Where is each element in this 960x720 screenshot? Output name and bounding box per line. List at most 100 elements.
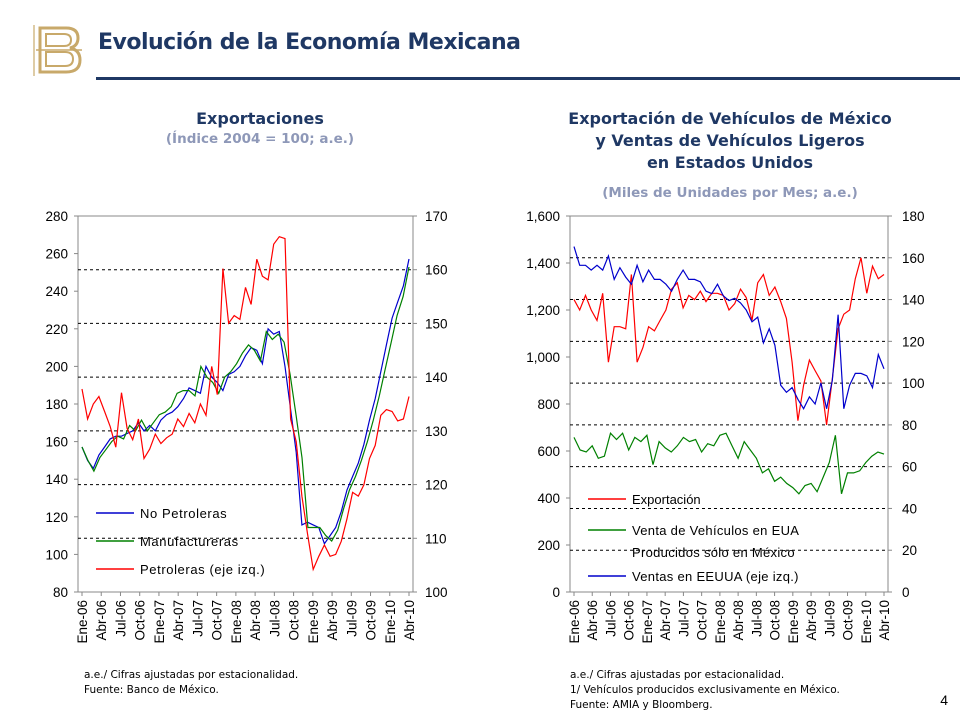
right-y-left-tick-label: 1,000	[526, 350, 560, 365]
right-x-tick-label: Jul-06	[603, 600, 618, 637]
right-y-right-tick-label: 160	[902, 251, 925, 266]
right-x-tick-label: Ene-08	[713, 600, 728, 644]
left-y-left-tick-label: 140	[45, 472, 68, 487]
right-x-tick-label: Jul-07	[676, 600, 691, 637]
right-series-line-venta-de-vehiculos-en-eua-producidos-solo-en-mexico	[573, 432, 885, 495]
left-x-tick-label: Jul-09	[344, 600, 359, 637]
left-y-left-tick-label: 80	[53, 585, 68, 600]
left-y-left-tick-label: 160	[45, 435, 68, 450]
left-chart-subtitle: (Índice 2004 = 100; a.e.)	[165, 131, 355, 147]
left-x-tick-label: Ene-10	[383, 600, 398, 644]
right-legend-label: Ventas en EEUUA (eje izq.)	[632, 569, 799, 584]
right-x-tick-label: Oct-08	[768, 600, 783, 641]
left-x-tick-label: Jul-08	[267, 600, 282, 637]
right-y-left-tick-label: 200	[537, 538, 560, 553]
right-y-left-tick-label: 800	[537, 397, 560, 412]
left-x-tick-label: Abr-08	[248, 600, 263, 641]
right-chart-subtitle: (Miles de Unidades por Mes; a.e.)	[602, 185, 858, 201]
left-y-right-tick-label: 130	[425, 424, 448, 439]
right-chart-title-line-3: en Estados Unidos	[646, 153, 814, 172]
note-line: a.e./ Cifras ajustadas por estacionalida…	[570, 669, 785, 681]
right-y-right-tick-label: 60	[902, 460, 917, 475]
right-chart-title-line-2: y Ventas de Vehículos Ligeros	[595, 131, 865, 150]
left-x-tick-label: Ene-06	[75, 600, 90, 644]
left-x-tick-label: Oct-08	[287, 600, 302, 641]
right-x-tick-label: Abr-10	[877, 600, 892, 641]
left-x-tick-label: Jul-06	[113, 600, 128, 637]
right-y-right-tick-label: 140	[902, 293, 925, 308]
right-x-tick-label: Oct-09	[841, 600, 856, 641]
left-y-left-tick-label: 180	[45, 397, 68, 412]
note-line: Fuente: AMIA y Bloomberg.	[570, 699, 713, 711]
page-title: Evolución de la Economía Mexicana	[98, 30, 521, 55]
left-y-left-tick-label: 260	[45, 247, 68, 262]
left-x-tick-label: Oct-07	[210, 600, 225, 641]
left-x-tick-label: Jul-07	[190, 600, 205, 637]
right-legend-label: Exportación	[632, 492, 701, 507]
note-line: Fuente: Banco de México.	[84, 684, 219, 696]
right-chart-notes: a.e./ Cifras ajustadas por estacionalida…	[570, 668, 840, 713]
note-line: a.e./ Cifras ajustadas por estacionalida…	[84, 669, 299, 681]
left-y-left-tick-label: 240	[45, 284, 68, 299]
left-x-tick-label: Abr-10	[402, 600, 417, 641]
right-y-left-tick-label: 600	[537, 444, 560, 459]
left-x-tick-label: Ene-09	[306, 600, 321, 644]
right-x-tick-label: Jul-08	[749, 600, 764, 637]
right-series-line-ventas-en-eeuua-eje-izq	[573, 246, 885, 410]
right-x-tick-label: Abr-07	[658, 600, 673, 641]
left-legend-label: No Petroleras	[140, 506, 227, 521]
right-chart-title-line-1: Exportación de Vehículos de México	[568, 109, 892, 128]
left-x-tick-label: Abr-09	[325, 600, 340, 641]
right-legend-label-cont: Producidos sólo en México	[632, 545, 795, 560]
right-y-right-tick-label: 20	[902, 543, 917, 558]
left-x-tick-label: Oct-09	[364, 600, 379, 641]
left-y-right-tick-label: 110	[425, 531, 447, 546]
left-y-right-tick-label: 140	[425, 370, 448, 385]
left-y-left-tick-label: 120	[45, 510, 68, 525]
title-rule	[96, 77, 960, 80]
left-y-right-tick-label: 150	[425, 316, 448, 331]
right-y-right-tick-label: 40	[902, 501, 917, 516]
right-x-tick-label: Jul-09	[822, 600, 837, 637]
banxico-logo	[33, 25, 82, 76]
right-x-tick-label: Abr-06	[585, 600, 600, 641]
left-series-line-petroleras-eje-izq	[81, 235, 410, 572]
left-legend-label: Manufactureras	[140, 534, 239, 549]
page-number: 4	[940, 692, 948, 708]
note-line: 1/ Vehículos producidos exclusivamente e…	[570, 684, 840, 696]
left-chart-title: Exportaciones	[196, 109, 324, 128]
left-y-right-tick-label: 120	[425, 478, 448, 493]
right-y-left-tick-label: 1,600	[526, 209, 560, 224]
right-x-tick-label: Ene-06	[567, 600, 582, 644]
left-y-right-tick-label: 160	[425, 263, 448, 278]
right-x-tick-label: Abr-09	[804, 600, 819, 641]
right-x-tick-label: Abr-08	[731, 600, 746, 641]
right-y-left-tick-label: 400	[537, 491, 560, 506]
left-series-line-manufactureras	[81, 266, 410, 542]
left-series-line-no-petroleras	[81, 258, 410, 546]
left-y-right-tick-label: 170	[425, 209, 448, 224]
right-y-right-tick-label: 180	[902, 209, 925, 224]
left-y-left-tick-label: 100	[45, 547, 68, 562]
right-legend-label: Venta de Vehículos en EUA	[632, 523, 799, 538]
left-x-tick-label: Ene-08	[229, 600, 244, 644]
right-x-tick-label: Ene-09	[786, 600, 801, 644]
right-x-tick-label: Ene-07	[640, 600, 655, 644]
left-y-left-tick-label: 280	[45, 209, 68, 224]
left-y-left-tick-label: 200	[45, 359, 68, 374]
right-y-left-tick-label: 1,200	[526, 303, 560, 318]
right-x-tick-label: Oct-06	[622, 600, 637, 641]
left-y-right-tick-label: 100	[425, 585, 448, 600]
left-legend-label: Petroleras (eje izq.)	[140, 562, 265, 577]
left-x-tick-label: Ene-07	[152, 600, 167, 644]
right-x-tick-label: Ene-10	[859, 600, 874, 644]
left-y-left-tick-label: 220	[45, 322, 68, 337]
left-x-tick-label: Abr-06	[94, 600, 109, 641]
right-y-left-tick-label: 0	[552, 585, 560, 600]
right-y-right-tick-label: 80	[902, 418, 917, 433]
left-plot-frame	[77, 215, 414, 593]
left-x-tick-label: Abr-07	[171, 600, 186, 641]
right-y-right-tick-label: 100	[902, 376, 925, 391]
left-x-tick-label: Oct-06	[133, 600, 148, 641]
